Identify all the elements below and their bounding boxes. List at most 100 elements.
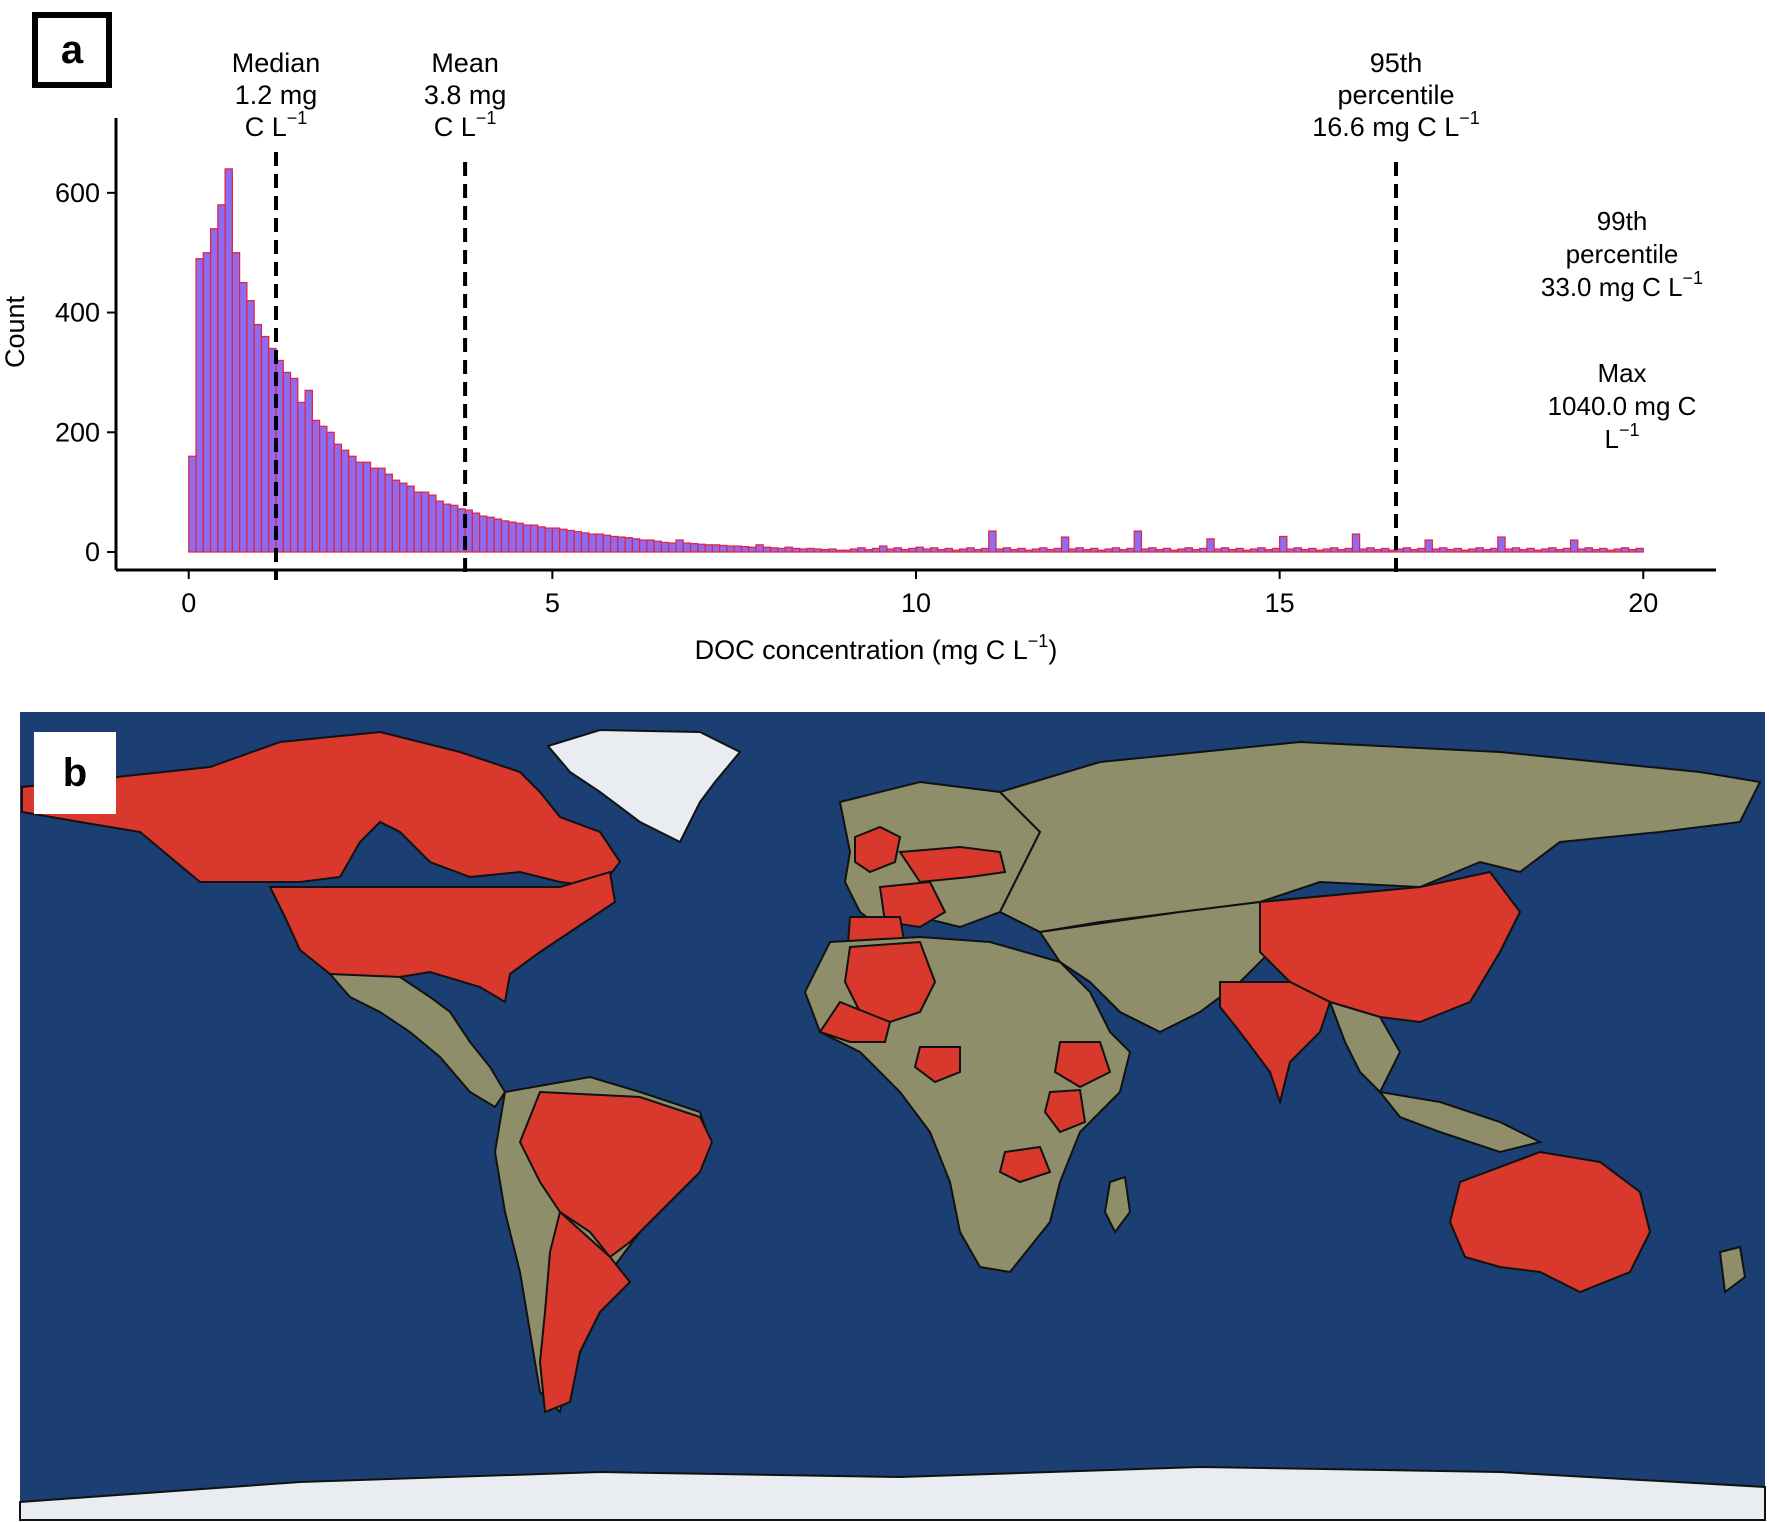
histogram-bar bbox=[944, 547, 953, 553]
united-kingdom bbox=[854, 825, 902, 874]
histogram-bar bbox=[326, 431, 335, 553]
histogram-bar bbox=[1199, 547, 1208, 553]
histogram-bar bbox=[784, 546, 793, 553]
histogram-bar bbox=[188, 455, 197, 553]
histogram-bar bbox=[239, 282, 248, 553]
reference-line-label: 16.6 mg C L−1 bbox=[1312, 108, 1480, 142]
histogram-bar bbox=[1111, 547, 1121, 553]
histogram-bar bbox=[500, 520, 510, 553]
histogram-bar bbox=[1489, 547, 1499, 553]
histogram-bar bbox=[289, 377, 299, 553]
histogram-bar bbox=[1584, 547, 1593, 553]
united-states bbox=[268, 870, 617, 1004]
new-zealand bbox=[1718, 1245, 1747, 1294]
histogram-bar bbox=[849, 548, 859, 553]
kenya bbox=[1043, 1088, 1087, 1134]
side-note-label: 33.0 mg C L−1 bbox=[1541, 268, 1703, 302]
histogram-bar bbox=[1439, 547, 1448, 553]
histogram-bar bbox=[420, 491, 430, 553]
histogram-bar bbox=[1409, 549, 1419, 553]
histogram-bar bbox=[1453, 547, 1463, 553]
histogram-bar bbox=[304, 389, 313, 553]
histogram-bar bbox=[871, 547, 881, 553]
histogram-bar bbox=[1242, 549, 1252, 553]
histogram-bar bbox=[1329, 547, 1339, 553]
histogram-bar bbox=[1279, 535, 1288, 553]
x-tick-label: 20 bbox=[1628, 588, 1658, 618]
india bbox=[1219, 981, 1332, 1106]
histogram-bar bbox=[1417, 547, 1426, 553]
histogram-bar bbox=[544, 527, 553, 553]
x-tick-label: 10 bbox=[901, 588, 931, 618]
side-note-label: 1040.0 mg C bbox=[1548, 391, 1697, 421]
histogram-bar bbox=[1017, 547, 1026, 553]
histogram-bar bbox=[377, 467, 386, 553]
histogram-bar bbox=[1184, 547, 1193, 553]
histogram-bar bbox=[595, 533, 604, 553]
y-tick-label: 200 bbox=[55, 417, 100, 447]
histogram-bar bbox=[1039, 547, 1048, 553]
histogram-bar bbox=[813, 548, 823, 553]
histogram-bar bbox=[689, 543, 699, 553]
reference-line-label: 3.8 mg bbox=[424, 80, 507, 110]
histogram-bar bbox=[653, 540, 663, 553]
histogram-bar bbox=[864, 549, 873, 553]
histogram-bar bbox=[1475, 547, 1484, 553]
histogram-bar bbox=[682, 542, 692, 553]
histogram-bar bbox=[740, 546, 750, 553]
histogram-bar bbox=[1308, 547, 1317, 553]
histogram-bar bbox=[937, 549, 946, 553]
reference-line-label: Mean bbox=[431, 48, 499, 78]
histogram-bar bbox=[988, 530, 997, 553]
ethiopia bbox=[1053, 1041, 1112, 1089]
histogram-bar bbox=[369, 467, 379, 553]
x-tick-label: 5 bbox=[545, 588, 560, 618]
histogram-bar bbox=[1155, 549, 1164, 553]
zambia bbox=[998, 1145, 1052, 1184]
histogram-bar bbox=[1119, 549, 1128, 553]
histogram-bar bbox=[726, 545, 735, 553]
histogram-bar bbox=[588, 533, 597, 553]
histogram-bar bbox=[449, 504, 459, 553]
histogram-bar bbox=[1024, 549, 1033, 553]
reference-line-label: Median bbox=[232, 48, 321, 78]
histogram-bar bbox=[966, 547, 975, 553]
argentina bbox=[538, 1210, 632, 1414]
histogram-bar bbox=[406, 485, 415, 553]
histogram-bar bbox=[1424, 539, 1433, 553]
nigeria bbox=[913, 1046, 961, 1084]
histogram-bar bbox=[1053, 547, 1063, 553]
histogram-bar bbox=[224, 168, 233, 553]
histogram-bar bbox=[333, 443, 343, 553]
histogram-bar bbox=[1126, 547, 1135, 553]
histogram-bar bbox=[639, 539, 648, 553]
histogram-bar bbox=[1089, 547, 1099, 553]
histogram-bar bbox=[733, 545, 743, 553]
histogram-bar bbox=[1148, 547, 1157, 553]
histogram-bar bbox=[384, 473, 393, 553]
histogram-bar bbox=[886, 548, 895, 553]
histogram-bar bbox=[1009, 549, 1019, 553]
histogram-bar bbox=[1264, 549, 1273, 553]
histogram-bar bbox=[1337, 549, 1346, 553]
histogram-bar bbox=[951, 549, 961, 553]
histogram-bar bbox=[668, 542, 677, 553]
histogram-bar bbox=[609, 535, 619, 553]
histogram-bar bbox=[1286, 548, 1295, 553]
histogram-bar bbox=[791, 547, 801, 553]
histogram-bar bbox=[835, 549, 844, 553]
brazil bbox=[518, 1090, 714, 1259]
histogram-bar bbox=[660, 541, 670, 553]
y-tick-label: 400 bbox=[55, 298, 100, 328]
histogram-bar bbox=[777, 547, 786, 553]
histogram-bar bbox=[515, 522, 524, 553]
histogram-bar bbox=[479, 515, 488, 553]
histogram-bar bbox=[1526, 547, 1535, 553]
histogram-bar bbox=[529, 524, 539, 553]
histogram-bar bbox=[1519, 549, 1528, 553]
histogram-bar bbox=[209, 228, 219, 553]
histogram-bar bbox=[282, 371, 292, 553]
histogram-bar bbox=[1402, 547, 1412, 553]
